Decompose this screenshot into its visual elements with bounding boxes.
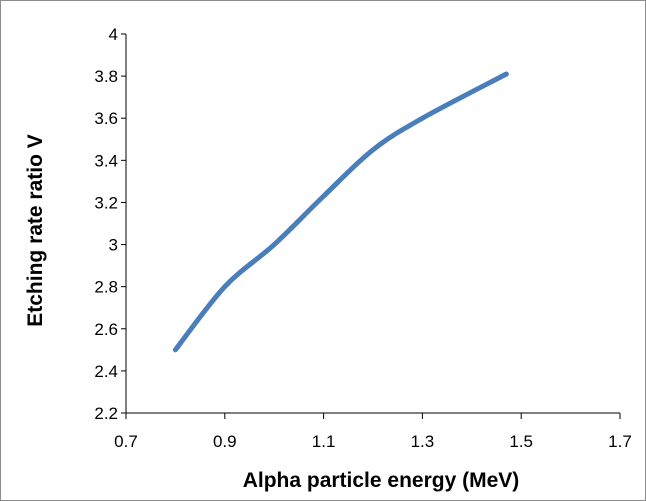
x-tick-label: 1.3 xyxy=(411,432,435,451)
y-tick-label: 2.2 xyxy=(94,404,118,423)
x-axis-title: Alpha particle energy (MeV) xyxy=(243,469,520,492)
y-tick-label: 2.8 xyxy=(94,278,118,297)
y-tick-label: 4 xyxy=(109,25,118,44)
x-tick-label: 1.1 xyxy=(312,432,336,451)
x-tick-label: 1.7 xyxy=(608,432,632,451)
x-tick-label: 0.7 xyxy=(114,432,138,451)
x-axis-ticks: 0.7 0.9 1.1 1.3 1.5 1.7 xyxy=(114,413,632,451)
y-tick-label: 2.4 xyxy=(94,362,118,381)
plot-area xyxy=(172,71,509,353)
y-tick-label: 3 xyxy=(109,236,118,255)
y-tick-label: 3.8 xyxy=(94,67,118,86)
y-tick-label: 3.2 xyxy=(94,193,118,212)
y-tick-label: 3.4 xyxy=(94,151,118,170)
series-line xyxy=(172,71,509,353)
y-axis-ticks: 2.2 2.4 2.6 2.8 3 3.2 3.4 3.6 3.8 4 xyxy=(94,25,126,423)
y-axis-title: Etching rate ratio V xyxy=(24,134,47,327)
y-tick-label: 2.6 xyxy=(94,320,118,339)
y-tick-label: 3.6 xyxy=(94,109,118,128)
x-tick-label: 1.5 xyxy=(509,432,533,451)
x-tick-label: 0.9 xyxy=(213,432,237,451)
